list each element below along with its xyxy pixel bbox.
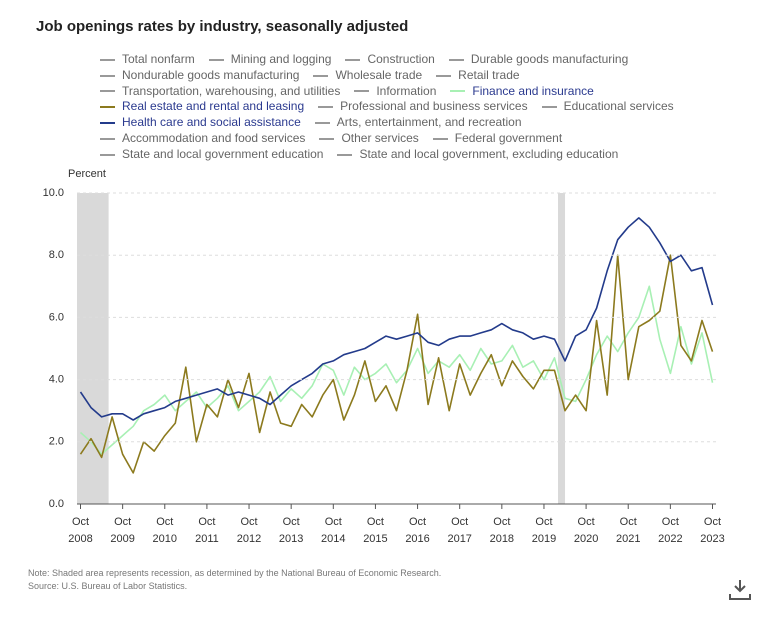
legend-label: Real estate and rental and leasing: [122, 99, 305, 114]
download-icon[interactable]: [729, 580, 751, 600]
legend-swatch: [314, 122, 330, 125]
y-tick-label: 4.0: [49, 374, 64, 386]
legend-item[interactable]: Information: [354, 84, 436, 100]
legend-item[interactable]: Accommodation and food services: [100, 131, 305, 147]
legend-label: Educational services: [563, 99, 674, 114]
plot-area: [77, 193, 714, 504]
legend-swatch: [337, 153, 353, 156]
legend-item[interactable]: State and local government education: [100, 147, 323, 163]
x-tick-label: Oct 2010: [153, 516, 177, 545]
x-tick-label: Oct 2018: [490, 516, 514, 545]
legend-swatch: [436, 74, 452, 77]
legend-label: Arts, entertainment, and recreation: [336, 115, 522, 130]
legend-swatch: [100, 137, 115, 140]
legend-label: Total nonfarm: [122, 52, 195, 66]
legend-label: Construction: [367, 52, 435, 66]
legend-swatch: [100, 74, 115, 77]
legend-swatch: [313, 74, 329, 77]
legend-item[interactable]: Retail trade: [436, 67, 520, 84]
legend-item[interactable]: Health care and social assistance: [100, 115, 301, 131]
legend-item[interactable]: Total nonfarm: [100, 52, 195, 68]
legend-label: State and local government, excluding ed…: [359, 146, 619, 161]
x-tick-label: Oct 2011: [195, 516, 219, 545]
recession-band: [77, 193, 109, 504]
chart-title: Job openings rates by industry, seasonal…: [36, 18, 409, 35]
legend-swatch: [100, 90, 115, 93]
y-tick-label: 8.0: [49, 249, 64, 261]
legend-swatch: [450, 90, 466, 93]
legend-swatch: [208, 58, 224, 61]
x-tick-label: Oct 2021: [616, 516, 640, 545]
legend-label: Federal government: [454, 130, 563, 145]
y-axis-label: Percent: [68, 168, 106, 180]
legend-label: Wholesale trade: [335, 67, 423, 82]
legend-item[interactable]: Other services: [319, 130, 419, 147]
x-tick-label: Oct 2014: [321, 516, 345, 545]
x-tick-label: Oct 2017: [447, 516, 471, 545]
x-tick-label: Oct 2019: [532, 516, 556, 545]
legend-swatch: [318, 106, 334, 109]
y-tick-label: 2.0: [49, 436, 64, 448]
legend-item[interactable]: Construction: [345, 52, 435, 68]
legend-item[interactable]: Mining and logging: [208, 52, 332, 68]
source-note: Source: U.S. Bureau of Labor Statistics.: [28, 581, 188, 591]
legend-label: Durable goods manufacturing: [470, 52, 629, 66]
legend-label: Mining and logging: [230, 52, 332, 66]
legend-item[interactable]: Educational services: [541, 99, 674, 115]
legend-label: Accommodation and food services: [122, 130, 306, 145]
legend-item[interactable]: Finance and insurance: [450, 83, 594, 100]
x-tick-label: Oct 2015: [363, 516, 387, 545]
x-tick-label: Oct 2013: [279, 516, 303, 545]
x-tick-label: Oct 2020: [574, 516, 598, 545]
legend-swatch: [100, 122, 115, 125]
x-tick-label: Oct 2008: [68, 516, 92, 545]
series-line: [79, 254, 714, 474]
legend-label: Nondurable goods manufacturing: [122, 67, 300, 82]
legend-label: Information: [376, 83, 437, 98]
legend-item[interactable]: Professional and business services: [318, 99, 528, 115]
legend-label: Other services: [341, 130, 419, 145]
legend-item[interactable]: Arts, entertainment, and recreation: [314, 115, 522, 131]
series-line: [79, 217, 714, 421]
legend-item[interactable]: Federal government: [432, 130, 563, 147]
legend-label: State and local government education: [122, 146, 324, 161]
legend-item[interactable]: Nondurable goods manufacturing: [100, 68, 299, 84]
legend-label: Transportation, warehousing, and utiliti…: [122, 83, 341, 98]
x-tick-label: Oct 2009: [110, 516, 134, 545]
y-tick-label: 6.0: [49, 311, 64, 323]
legend-label: Health care and social assistance: [122, 115, 301, 130]
x-tick-label: Oct 2023: [700, 516, 724, 545]
legend-swatch: [432, 137, 448, 140]
legend-swatch: [541, 106, 557, 109]
legend-item[interactable]: Durable goods manufacturing: [448, 52, 629, 68]
legend-swatch: [345, 58, 361, 61]
legend-swatch: [100, 58, 115, 61]
legend-item[interactable]: Transportation, warehousing, and utiliti…: [100, 84, 340, 100]
y-tick-label: 10.0: [43, 187, 64, 199]
legend-item[interactable]: Wholesale trade: [313, 68, 422, 84]
legend-label: Finance and insurance: [472, 83, 594, 98]
x-tick-label: Oct 2016: [405, 516, 429, 545]
legend-label: Retail trade: [458, 67, 520, 82]
legend-swatch: [319, 137, 335, 140]
x-tick-label: Oct 2012: [237, 516, 261, 545]
x-tick-label: Oct 2022: [658, 516, 682, 545]
footnote: Note: Shaded area represents recession, …: [28, 568, 442, 578]
legend-item[interactable]: State and local government, excluding ed…: [337, 147, 618, 163]
legend-swatch: [100, 106, 115, 109]
legend-swatch: [448, 58, 464, 61]
legend-item[interactable]: Real estate and rental and leasing: [100, 99, 304, 115]
legend-swatch: [354, 90, 370, 93]
y-tick-label: 0.0: [49, 498, 64, 510]
legend-label: Professional and business services: [340, 99, 528, 114]
legend: Total nonfarm Mining and logging Construct…: [100, 52, 690, 163]
legend-swatch: [100, 153, 115, 156]
series-line: [79, 285, 714, 455]
recession-band: [558, 193, 566, 504]
